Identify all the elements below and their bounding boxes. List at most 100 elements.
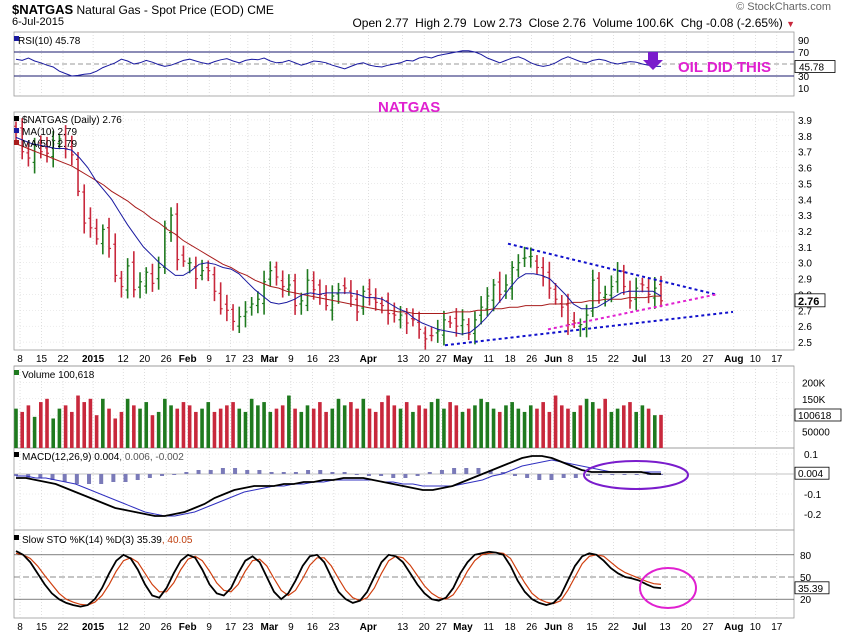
macd-histogram-bar — [293, 472, 298, 474]
price-tick-label: 3.0 — [798, 259, 812, 270]
volume-bar — [479, 398, 483, 448]
macd-histogram-bar — [585, 474, 590, 476]
down-arrow-icon: ▼ — [786, 19, 795, 29]
price-tick-label: 3.8 — [798, 132, 812, 143]
macd-legend-value: 0.004 — [94, 452, 119, 463]
price-bar — [417, 311, 422, 339]
rsi-value-box — [794, 60, 836, 73]
date-axis-label: Mar — [261, 354, 279, 365]
volume-bar — [473, 405, 477, 448]
natgas-annotation: NATGAS — [378, 99, 440, 116]
date-axis-label: 9 — [288, 622, 294, 633]
price-bar — [634, 277, 639, 311]
volume-bar — [417, 405, 421, 448]
volume-bar — [355, 408, 359, 448]
macd-value-box — [794, 466, 830, 480]
volume-bar — [311, 408, 316, 448]
volume-bar — [336, 398, 341, 448]
volume-bar — [256, 405, 260, 448]
macd-histogram-bar — [208, 470, 213, 474]
rsi-legend-swatch — [14, 36, 19, 41]
price-bar — [193, 256, 198, 289]
date-axis-label: 17 — [771, 622, 783, 633]
price-bar — [94, 218, 99, 245]
price-legend-swatch — [14, 116, 19, 121]
price-tick-label: 2.5 — [798, 338, 812, 349]
price-bar — [652, 277, 657, 309]
volume-tick-label: 200K — [802, 378, 826, 389]
volume-bar — [82, 402, 87, 448]
volume-tick-label: 50000 — [802, 428, 830, 439]
volume-bar — [132, 405, 136, 448]
price-bar — [237, 306, 242, 334]
volume-bar — [386, 395, 390, 448]
volume-bar — [566, 408, 570, 448]
pink-trendline — [547, 293, 717, 331]
date-axis-label: 10 — [750, 354, 762, 365]
sto-legend-swatch — [14, 535, 19, 540]
price-bar — [640, 277, 645, 293]
price-bar — [175, 203, 180, 271]
date-axis-label: Feb — [179, 622, 197, 633]
oil-annotation: OIL DID THIS — [678, 59, 771, 76]
macd-histogram-bar — [342, 472, 347, 474]
macd-histogram-bar — [500, 472, 505, 474]
price-tick-label: 3.5 — [798, 179, 812, 190]
rsi-line — [15, 50, 661, 77]
ma10-legend: MA(10) 2.79 — [22, 127, 77, 138]
volume-bar — [541, 402, 545, 448]
price-bar — [386, 292, 391, 325]
price-bar — [485, 287, 490, 316]
price-bar — [311, 271, 316, 300]
date-axis-label: Aug — [724, 622, 743, 633]
volume-bar — [603, 398, 607, 448]
quote-summary: Open 2.77 High 2.79 Low 2.73 Close 2.76 … — [352, 16, 795, 30]
price-tick-label: 3.6 — [798, 164, 812, 175]
volume-bar — [107, 408, 111, 448]
price-bar — [107, 217, 112, 258]
volume-bar — [373, 411, 378, 448]
quote-values: Open 2.77 High 2.79 Low 2.73 Close 2.76 … — [352, 16, 783, 30]
date-axis-label: 17 — [771, 354, 783, 365]
price-tick-label: 3.2 — [798, 227, 812, 238]
ma50-line — [15, 143, 661, 314]
price-bar — [584, 304, 589, 338]
price-tick-label: 3.1 — [798, 243, 812, 254]
date-axis-label: May — [453, 622, 473, 633]
volume-bar — [584, 398, 589, 448]
date-axis-label: 12 — [118, 354, 130, 365]
volume-bar — [243, 411, 248, 448]
date-axis-label: 13 — [659, 622, 671, 633]
date-axis-label: 26 — [526, 354, 538, 365]
macd-histogram-bar — [50, 474, 55, 480]
macd-histogram-bar — [38, 474, 43, 478]
volume-bar — [615, 408, 620, 448]
macd-histogram-bar — [62, 474, 67, 482]
price-bar — [286, 274, 291, 296]
date-axis-label: 16 — [307, 622, 319, 633]
price-bar — [522, 246, 527, 268]
price-bar — [596, 272, 601, 304]
date-axis-label: 17 — [225, 622, 237, 633]
macd-highlight-ellipse — [583, 460, 689, 490]
volume-bar — [63, 405, 68, 448]
volume-bar — [559, 405, 564, 448]
exchange-label: CME — [247, 3, 274, 17]
volume-bar — [57, 408, 62, 448]
volume-bar — [609, 411, 614, 448]
volume-bar — [553, 395, 558, 448]
volume-bar — [144, 402, 149, 448]
price-bar — [45, 136, 50, 163]
volume-bar — [411, 411, 415, 448]
price-bar — [503, 274, 508, 299]
macd-histogram-bar — [379, 474, 384, 476]
price-bar — [82, 184, 87, 234]
macd-histogram-bar — [427, 472, 432, 474]
rsi-tick-label: 10 — [798, 84, 810, 95]
ma10-line — [15, 136, 662, 335]
lower-trendline — [444, 310, 734, 347]
macd-histogram-bar — [622, 474, 627, 475]
price-bar — [131, 251, 136, 298]
price-bar — [262, 270, 267, 315]
